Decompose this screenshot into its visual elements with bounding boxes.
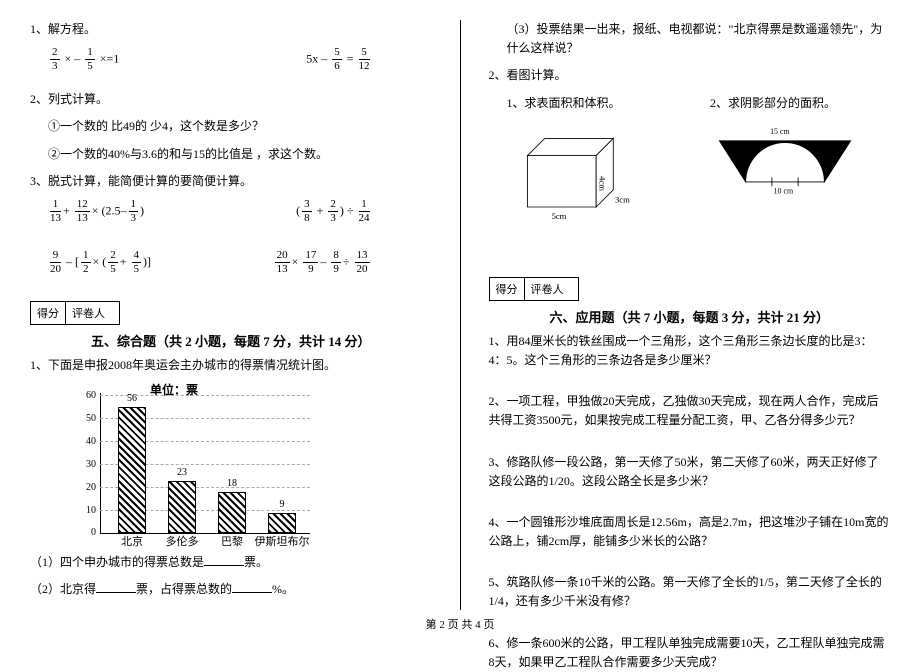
sec6-q6: 6、修一条600米的公路，甲工程队单独完成需要10天，乙工程队单独完成需8天，如…	[489, 634, 891, 672]
q2-sub2: ②一个数的40%与3.6的和与15的比值是 ，求这个数。	[30, 145, 432, 164]
cuboid-figure: 4cm 3cm 5cm	[519, 127, 639, 227]
score-box-left: 得分评卷人	[30, 301, 120, 325]
q1-equations: 23 × – 15 ×=1 5x – 56 = 512	[30, 47, 432, 72]
q2-title: 2、列式计算。	[30, 90, 432, 109]
sec5-q1-3: （3）投票结果一出来，报纸、电视都说："北京得票是数遥遥领先"，为什么这样说？	[489, 20, 891, 58]
svg-text:4cm: 4cm	[597, 176, 607, 191]
q2-sub1: ①一个数的 比49的 少4，这个数是多少？	[30, 117, 432, 136]
bar-toronto	[168, 481, 196, 533]
sec5-q1-2: （2）北京得票，占得票总数的%。	[30, 580, 432, 599]
right-column: （3）投票结果一出来，报纸、电视都说："北京得票是数遥遥领先"，为什么这样说？ …	[489, 20, 891, 610]
q3-row2: 920 – [12× (25+ 45)] 2013× 179– 89÷ 1320	[30, 250, 432, 275]
bar-chart: 单位：票 0 10 20 30 40 50 60 56北京 23多伦多 18巴黎…	[60, 383, 340, 553]
bar-istanbul	[268, 513, 296, 533]
sec5-q1: 1、下面是申报2008年奥运会主办城市的得票情况统计图。	[30, 356, 432, 375]
svg-text:10 cm: 10 cm	[774, 186, 793, 195]
q3-row1: 113+ 1213× (2.5–13) (38 + 23) ÷ 124	[30, 199, 432, 224]
column-divider	[460, 20, 461, 610]
section-5-title: 五、综合题（共 2 小题，每题 7 分，共计 14 分）	[30, 331, 432, 350]
sec6-q4: 4、一个圆锥形沙堆底面周长是12.56m，高是2.7m，把这堆沙子铺在10m宽的…	[489, 513, 891, 551]
sec6-q5: 5、筑路队修一条10千米的公路。第一天修了全长的1/5，第二天修了全长的1/4，…	[489, 573, 891, 611]
section-6-title: 六、应用题（共 7 小题，每题 3 分，共计 21 分）	[489, 307, 891, 326]
bar-beijing	[118, 407, 146, 533]
r-q2-2: 2、求阴影部分的面积。	[710, 94, 860, 113]
sec6-q3: 3、修路队修一段公路，第一天修了50米，第二天修了60米，两天正好修了这段公路的…	[489, 453, 891, 491]
svg-text:15 cm: 15 cm	[770, 127, 789, 136]
shade-figure: 15 cm 10 cm	[710, 125, 860, 195]
r-q2-title: 2、看图计算。	[489, 66, 891, 85]
svg-text:3cm: 3cm	[615, 194, 630, 204]
sec6-q2: 2、一项工程，甲独做20天完成，乙独做30天完成，现在两人合作，完成后共得工资3…	[489, 392, 891, 430]
score-box-right: 得分评卷人	[489, 277, 579, 301]
eq1: 23 × – 15 ×=1	[48, 47, 119, 72]
q1-title: 1、解方程。	[30, 20, 432, 39]
r-q2-1: 1、求表面积和体积。	[489, 94, 639, 113]
left-column: 1、解方程。 23 × – 15 ×=1 5x – 56 = 512 2、列式计…	[30, 20, 432, 610]
fig-row: 1、求表面积和体积。 4cm 3cm 5cm 2、求阴影部分的面积。 15 cm	[489, 94, 891, 237]
svg-text:5cm: 5cm	[551, 211, 566, 221]
sec6-q1: 1、用84厘米长的铁丝围成一个三角形，这个三角形三条边长度的比是3：4：5。这个…	[489, 332, 891, 370]
bar-paris	[218, 492, 246, 533]
sec5-q1-1: （1）四个申办城市的得票总数是票。	[30, 553, 432, 572]
eq2: 5x – 56 = 512	[306, 47, 371, 72]
q3-title: 3、脱式计算，能简便计算的要简便计算。	[30, 172, 432, 191]
